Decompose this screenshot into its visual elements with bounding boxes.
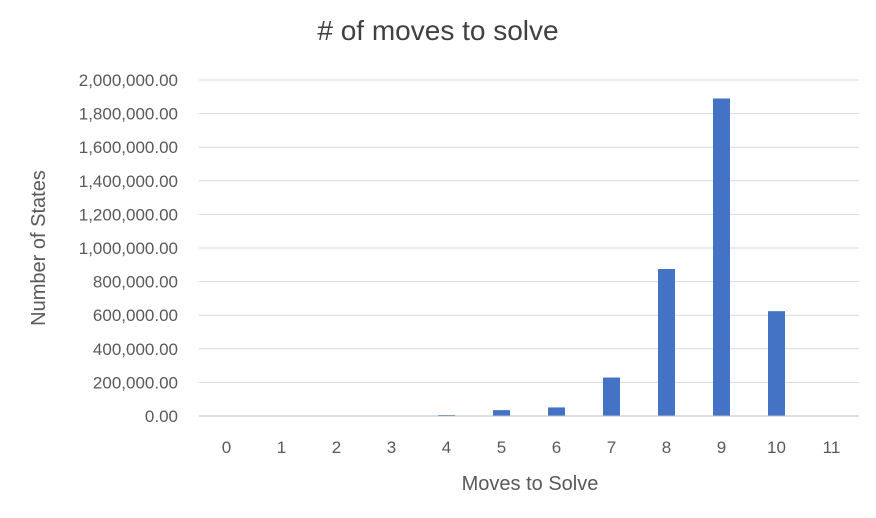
bar-10 [768, 311, 785, 416]
x-axis-ticks: 0 1 2 3 4 5 6 7 8 9 10 11 [222, 438, 841, 457]
x-axis-title: Moves to Solve [462, 473, 599, 495]
gridlines [199, 79, 859, 383]
x-tick-label: 8 [662, 438, 671, 457]
bar-9 [713, 98, 730, 416]
y-tick-label: 1,800,000.00 [79, 105, 178, 124]
y-tick-label: 0.00 [145, 407, 178, 426]
y-axis-title: Number of States [28, 170, 50, 326]
y-axis-ticks: 0.00 200,000.00 400,000.00 600,000.00 800,00… [79, 71, 178, 426]
x-tick-label: 10 [767, 438, 786, 457]
bar-5 [493, 410, 510, 416]
y-tick-label: 200,000.00 [93, 373, 178, 392]
y-tick-label: 800,000.00 [93, 273, 178, 292]
x-tick-label: 5 [497, 438, 506, 457]
x-tick-label: 4 [442, 438, 451, 457]
x-tick-label: 2 [332, 438, 341, 457]
x-tick-label: 0 [222, 438, 231, 457]
y-tick-label: 400,000.00 [93, 340, 178, 359]
x-tick-label: 1 [277, 438, 286, 457]
bars [218, 98, 785, 416]
y-tick-label: 1,600,000.00 [79, 138, 178, 157]
y-tick-label: 600,000.00 [93, 306, 178, 325]
chart-title: # of moves to solve [317, 15, 558, 46]
bar-6 [548, 407, 565, 416]
y-tick-label: 2,000,000.00 [79, 71, 178, 90]
y-tick-label: 1,200,000.00 [79, 205, 178, 224]
y-tick-label: 1,000,000.00 [79, 239, 178, 258]
y-tick-label: 1,400,000.00 [79, 172, 178, 191]
x-tick-label: 9 [717, 438, 726, 457]
bar-7 [603, 377, 620, 416]
x-tick-label: 11 [823, 438, 841, 457]
x-tick-label: 3 [387, 438, 396, 457]
bar-8 [658, 269, 675, 416]
x-tick-label: 7 [607, 438, 616, 457]
x-tick-label: 6 [552, 438, 561, 457]
